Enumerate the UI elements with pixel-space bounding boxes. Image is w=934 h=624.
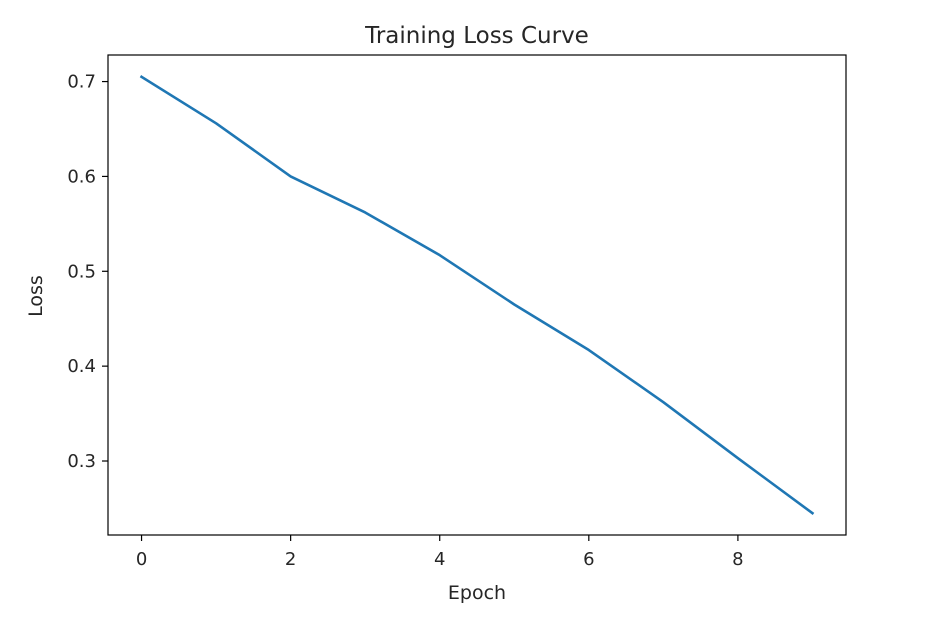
chart-title: Training Loss Curve — [364, 23, 589, 49]
x-tick-label: 2 — [285, 549, 296, 570]
y-tick-label: 0.3 — [67, 451, 96, 472]
y-tick-label: 0.5 — [67, 261, 96, 282]
y-axis: 0.3 0.4 0.5 0.6 0.7 — [67, 72, 108, 472]
y-tick-label: 0.6 — [67, 166, 96, 187]
loss-series-line — [139, 75, 815, 515]
x-tick-label: 8 — [732, 549, 743, 570]
x-tick-label: 0 — [136, 549, 147, 570]
x-axis-label: Epoch — [448, 582, 506, 604]
y-axis-label: Loss — [25, 275, 47, 317]
plot-area — [107, 54, 847, 536]
x-axis: 0 2 4 6 8 — [136, 535, 744, 570]
x-tick-label: 6 — [583, 549, 594, 570]
y-tick-label: 0.4 — [67, 356, 96, 377]
x-tick-label: 4 — [434, 549, 445, 570]
y-tick-label: 0.7 — [67, 72, 96, 93]
plot-frame — [107, 54, 847, 536]
